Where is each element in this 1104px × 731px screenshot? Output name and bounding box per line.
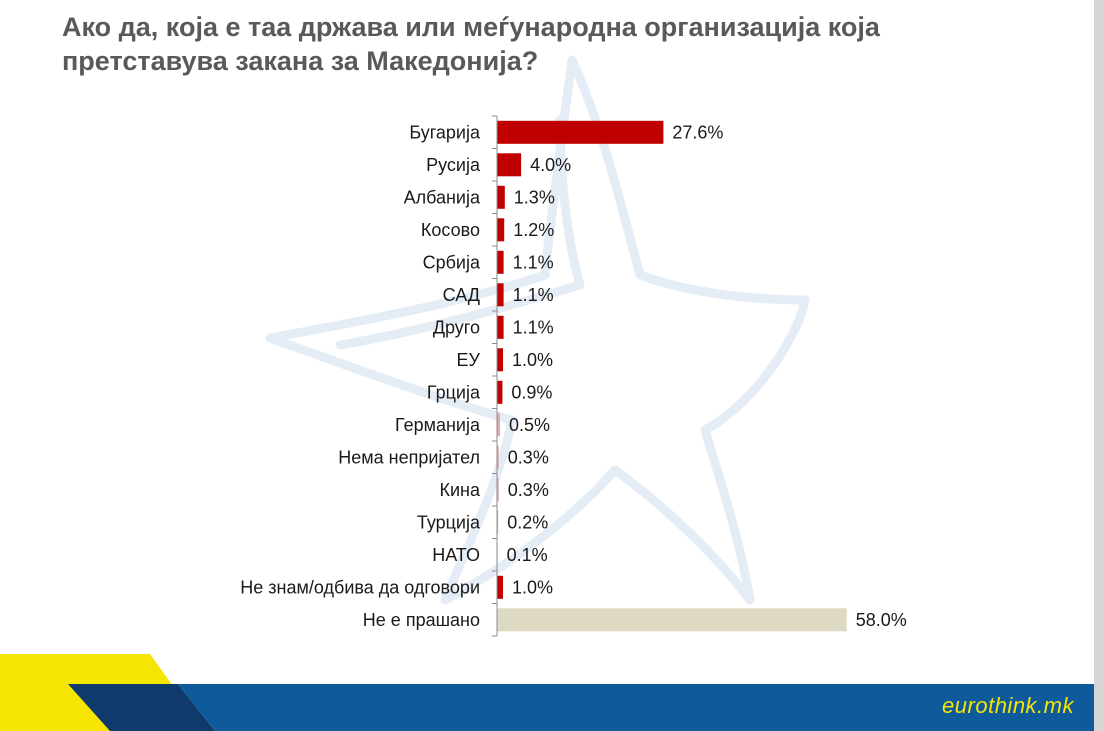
bars-layer: Бугарија 27.6% Русија 4.0% Албанија 1.3% Косов… bbox=[240, 115, 907, 637]
bar bbox=[497, 120, 664, 144]
footer-blue-band bbox=[178, 684, 1094, 731]
value-label: 0.5% bbox=[509, 415, 550, 435]
category-label: Бугарија bbox=[409, 122, 481, 142]
chart-title: Ако да, која е таа држава или меѓународн… bbox=[62, 10, 1062, 78]
category-label: Германија bbox=[395, 415, 481, 435]
bar bbox=[497, 185, 505, 209]
category-label: Албанија bbox=[404, 187, 481, 207]
bar bbox=[497, 575, 503, 599]
category-label: Не знам/одбива да одговори bbox=[240, 577, 480, 597]
category-label: Русија bbox=[426, 155, 481, 175]
value-label: 1.1% bbox=[513, 317, 554, 337]
category-label: Друго bbox=[433, 317, 480, 337]
value-label: 1.1% bbox=[513, 285, 554, 305]
chart-title-line-2: претставува закана за Македонија? bbox=[62, 46, 539, 76]
bar bbox=[497, 608, 847, 632]
watermark-star-outline bbox=[265, 55, 810, 605]
value-label: 27.6% bbox=[672, 122, 723, 142]
bar bbox=[497, 380, 503, 404]
category-label: ЕУ bbox=[457, 350, 481, 370]
value-label: 0.2% bbox=[507, 512, 548, 532]
bar bbox=[497, 218, 505, 242]
watermark-logo bbox=[265, 55, 810, 605]
value-label: 0.3% bbox=[508, 447, 549, 467]
value-label: 1.3% bbox=[514, 187, 555, 207]
category-label: Нема непријател bbox=[338, 447, 480, 467]
category-label: САД bbox=[443, 285, 480, 305]
category-label: Косово bbox=[421, 220, 480, 240]
brand-logo-text: eurothink.mk bbox=[942, 693, 1074, 718]
bar bbox=[497, 283, 504, 307]
category-label: Србија bbox=[423, 252, 481, 272]
value-label: 0.9% bbox=[511, 382, 552, 402]
category-label: Грција bbox=[427, 382, 481, 402]
value-label: 1.0% bbox=[512, 350, 553, 370]
value-label: 58.0% bbox=[856, 610, 907, 630]
value-label: 0.3% bbox=[508, 480, 549, 500]
value-label: 1.2% bbox=[513, 220, 554, 240]
bar bbox=[497, 315, 504, 339]
value-label: 1.0% bbox=[512, 577, 553, 597]
category-label: Не е прашано bbox=[363, 610, 480, 630]
footer-band bbox=[0, 654, 1094, 731]
bar bbox=[497, 348, 503, 372]
category-label: НАТО bbox=[432, 545, 480, 565]
bar-chart: Бугарија 27.6% Русија 4.0% Албанија 1.3% Косов… bbox=[240, 55, 907, 637]
chart-title-line-1: Ако да, која е таа држава или меѓународн… bbox=[62, 12, 880, 42]
watermark-star-inner bbox=[335, 115, 585, 350]
category-label: Кина bbox=[440, 480, 481, 500]
value-label: 0.1% bbox=[507, 545, 548, 565]
bar bbox=[497, 413, 500, 437]
footer-navy-stripe bbox=[68, 684, 215, 731]
value-label: 4.0% bbox=[530, 155, 571, 175]
bar bbox=[497, 445, 499, 469]
bar bbox=[497, 510, 499, 534]
value-label: 1.1% bbox=[513, 252, 554, 272]
bar bbox=[497, 153, 522, 177]
category-label: Турција bbox=[417, 512, 481, 532]
slide-edge bbox=[1094, 0, 1104, 731]
bar bbox=[497, 478, 499, 502]
bar bbox=[497, 250, 504, 274]
